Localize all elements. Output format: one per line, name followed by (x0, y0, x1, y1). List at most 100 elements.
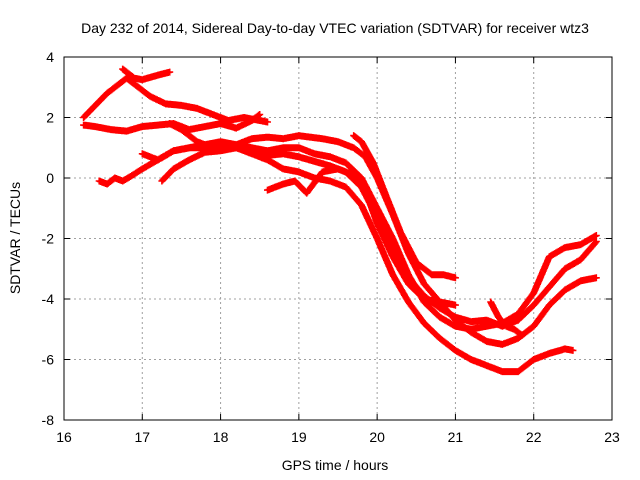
data-point (564, 289, 566, 291)
data-point (204, 147, 206, 149)
data-point (454, 325, 457, 328)
data-point (266, 154, 269, 157)
data-point (360, 204, 363, 206)
data-point (211, 113, 214, 116)
data-point (595, 240, 598, 243)
data-point (439, 301, 441, 303)
data-point (114, 177, 116, 179)
data-point (125, 77, 128, 79)
data-point (219, 150, 222, 152)
chart-title: Day 232 of 2014, Sidereal Day-to-day VTE… (81, 20, 589, 36)
data-point (204, 151, 206, 154)
data-point (572, 349, 574, 352)
data-point (532, 325, 535, 328)
data-point (251, 153, 253, 155)
data-point (298, 171, 300, 173)
x-tick-label: 17 (134, 429, 150, 445)
data-point (345, 186, 347, 188)
data-point (485, 340, 488, 343)
data-point (532, 292, 535, 294)
data-point (282, 168, 285, 170)
data-point (219, 122, 222, 125)
data-point (168, 71, 171, 73)
data-point (188, 147, 191, 149)
data-point (258, 119, 261, 122)
data-point (337, 140, 339, 143)
data-point (329, 165, 332, 167)
data-point (196, 140, 198, 143)
data-point (298, 147, 300, 149)
data-point (517, 337, 519, 340)
x-tick-label: 20 (369, 429, 385, 445)
data-point (470, 358, 472, 361)
data-point (321, 171, 324, 173)
series-10 (487, 298, 526, 339)
data-point (219, 143, 222, 146)
y-tick-label: 0 (46, 170, 54, 186)
data-point (364, 189, 367, 191)
data-point (376, 222, 378, 225)
grid-lines (64, 57, 612, 420)
series-8 (264, 165, 459, 309)
data-point (294, 180, 296, 182)
data-point (352, 134, 355, 137)
data-point (133, 83, 136, 85)
data-point (172, 150, 175, 152)
data-point (415, 261, 418, 264)
data-point (227, 119, 230, 122)
data-point (501, 370, 504, 373)
x-tick-label: 16 (56, 429, 72, 445)
data-point (282, 147, 285, 149)
data-point (298, 156, 300, 158)
data-point (407, 283, 410, 285)
data-point (196, 107, 198, 110)
data-point (454, 304, 457, 306)
series-1 (80, 74, 271, 126)
data-point (204, 125, 206, 128)
data-point (489, 301, 492, 303)
x-axis-title: GPS time / hours (282, 457, 389, 473)
x-tick-label: 21 (448, 429, 464, 445)
data-point (118, 83, 120, 85)
axis-ticks (63, 56, 613, 421)
series-7 (95, 141, 577, 376)
data-point (282, 183, 285, 185)
data-point (188, 128, 191, 131)
data-point (532, 358, 535, 361)
data-point (454, 277, 457, 279)
data-point (384, 192, 386, 194)
data-point (364, 156, 367, 158)
data-point (266, 121, 269, 123)
data-point (172, 168, 175, 170)
y-tick-label: -6 (42, 352, 55, 368)
data-point (513, 328, 515, 331)
data-point (392, 255, 394, 258)
data-point (180, 104, 183, 107)
data-point (485, 325, 488, 328)
data-point (266, 189, 269, 191)
data-point (129, 175, 132, 178)
data-point (505, 325, 508, 328)
data-point (157, 124, 159, 126)
data-point (517, 370, 519, 373)
data-point (439, 307, 441, 309)
x-tick-label: 22 (526, 429, 542, 445)
data-point (470, 328, 472, 331)
data-point (94, 104, 97, 107)
data-point (313, 160, 316, 163)
data-point (251, 147, 253, 149)
data-point (94, 125, 97, 128)
axis-tick-labels: 16 17 18 19 20 21 22 23 -8 -6 -4 -2 0 2 4 (42, 49, 620, 445)
data-point (258, 113, 261, 116)
data-point (485, 319, 488, 322)
data-point (407, 301, 410, 303)
data-point (243, 116, 245, 119)
data-point (521, 334, 523, 337)
data-point (454, 349, 457, 352)
data-point (298, 134, 300, 137)
data-point (337, 168, 339, 170)
data-point (141, 153, 144, 155)
data-point (501, 343, 504, 346)
data-point (372, 162, 375, 164)
data-point (564, 268, 566, 270)
